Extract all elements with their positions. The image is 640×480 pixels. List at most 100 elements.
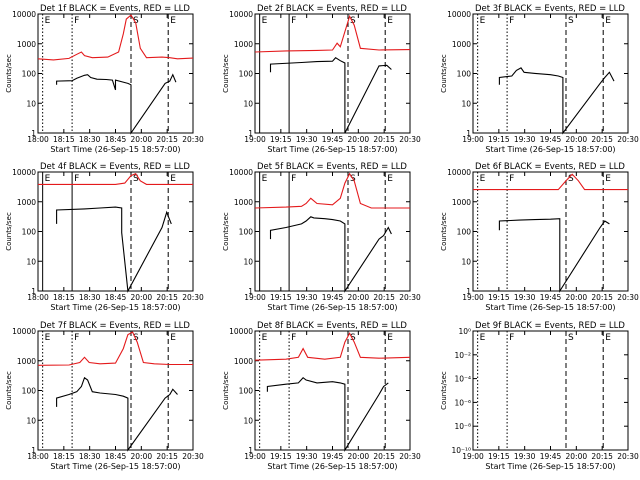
series-line-events — [56, 376, 178, 452]
phase-marker-label: F — [509, 16, 514, 26]
x-tick-label: 19:30 — [514, 452, 536, 461]
x-tick-label: 18:30 — [79, 135, 101, 144]
phase-marker-label: S — [133, 174, 139, 184]
y-tick-label: 10⁻² — [454, 351, 471, 360]
phase-marker-label: E — [387, 333, 393, 343]
x-axis-label: Start Time (26-Sep-15 18:57:00) — [485, 145, 615, 154]
series-line-events — [56, 206, 172, 293]
panel-title: Det 1f BLACK = Events, RED = LLD — [40, 4, 190, 14]
x-tick-label: 18:15 — [53, 135, 75, 144]
x-axis-label: Start Time (26-Sep-15 18:57:00) — [50, 145, 180, 154]
panel-title: Det 8f BLACK = Events, RED = LLD — [257, 321, 407, 331]
y-tick-label: 100 — [239, 70, 254, 79]
panel-det-6: Det 6f BLACK = Events, RED = LLD 1 10 100 10… — [440, 162, 639, 312]
plot-frame — [37, 171, 194, 292]
phase-marker-label: F — [509, 333, 514, 343]
panel-det-8: Det 8f BLACK = Events, RED = LLD 1 10 100 10… — [222, 321, 421, 471]
phase-marker-label: S — [133, 16, 139, 26]
series-line-lld — [37, 331, 193, 366]
phase-marker-label: E — [45, 333, 51, 343]
x-tick-label: 20:15 — [156, 135, 178, 144]
y-tick-label: 10000 — [447, 168, 471, 177]
y-tick-label: 10000 — [229, 168, 253, 177]
series-line-events — [498, 218, 610, 293]
phase-marker-label: E — [387, 16, 393, 26]
panel-title: Det 6f BLACK = Events, RED = LLD — [475, 162, 625, 172]
y-axis-label: Counts/sec — [222, 212, 230, 251]
y-tick-label: 100 — [457, 228, 472, 237]
y-tick-label: 10 — [26, 99, 36, 108]
x-axis-label: Start Time (26-Sep-15 18:57:00) — [267, 303, 397, 312]
y-tick-label: 10⁻⁶ — [454, 398, 471, 407]
y-axis-label: Counts/sec — [440, 212, 448, 251]
x-tick-label: 19:45 — [540, 293, 562, 302]
phase-marker-label: F — [291, 174, 296, 184]
x-tick-label: 20:00 — [348, 293, 370, 302]
x-tick-label: 20:30 — [617, 452, 639, 461]
y-axis-label: Counts/sec — [5, 212, 13, 251]
panel-det-2: Det 2f BLACK = Events, RED = LLD 1 10 100 10… — [222, 4, 421, 154]
phase-marker-label: F — [74, 333, 79, 343]
x-tick-label: 19:00 — [462, 452, 484, 461]
x-tick-label: 19:45 — [540, 452, 562, 461]
y-tick-label: 1 — [248, 287, 253, 296]
x-tick-label: 19:45 — [322, 452, 344, 461]
y-tick-label: 1 — [466, 129, 471, 138]
y-tick-label: 1000 — [17, 40, 36, 49]
x-tick-label: 20:00 — [566, 293, 588, 302]
phase-marker-label: E — [387, 174, 393, 184]
y-tick-label: 1 — [31, 287, 36, 296]
y-tick-label: 1000 — [234, 198, 253, 207]
x-tick-label: 20:15 — [591, 135, 613, 144]
phase-marker-label: F — [509, 174, 514, 184]
y-tick-label: 10 — [461, 257, 471, 266]
y-tick-label: 10⁻⁸ — [454, 422, 471, 431]
phase-marker-label: E — [170, 16, 176, 26]
y-axis-label: Counts/sec — [222, 371, 230, 410]
x-tick-label: 18:00 — [27, 293, 49, 302]
x-tick-label: 20:15 — [591, 293, 613, 302]
x-tick-label: 20:00 — [131, 293, 153, 302]
y-tick-label: 100 — [457, 70, 472, 79]
y-tick-label: 1 — [248, 129, 253, 138]
panel-det-7: Det 7f BLACK = Events, RED = LLD 1 10 100 10… — [5, 321, 204, 471]
phase-marker-label: S — [568, 174, 574, 184]
phase-marker-label: E — [605, 16, 611, 26]
phase-marker-label: E — [45, 16, 51, 26]
y-tick-label: 1 — [31, 129, 36, 138]
x-tick-label: 19:45 — [322, 293, 344, 302]
x-tick-label: 20:30 — [182, 135, 204, 144]
phase-marker-label: E — [480, 333, 486, 343]
x-tick-label: 18:15 — [53, 452, 75, 461]
x-tick-label: 20:30 — [399, 293, 421, 302]
series-line-events — [266, 376, 389, 452]
panel-title: Det 4f BLACK = Events, RED = LLD — [40, 162, 190, 172]
phase-marker-label: E — [480, 16, 486, 26]
y-tick-label: 10 — [243, 99, 253, 108]
x-tick-label: 19:15 — [270, 452, 292, 461]
x-tick-label: 20:00 — [131, 135, 153, 144]
x-tick-label: 19:30 — [514, 293, 536, 302]
phase-marker-label: E — [170, 174, 176, 184]
y-tick-label: 10000 — [229, 10, 253, 19]
plot-frame — [37, 330, 194, 451]
y-tick-label: 1000 — [234, 357, 253, 366]
y-tick-label: 10000 — [12, 327, 36, 336]
phase-marker-label: F — [74, 16, 79, 26]
x-tick-label: 18:00 — [27, 452, 49, 461]
panel-det-1: Det 1f BLACK = Events, RED = LLD 1 10 100 10… — [5, 4, 204, 154]
x-tick-label: 20:15 — [156, 293, 178, 302]
x-tick-label: 19:15 — [488, 293, 510, 302]
y-axis-label: Counts/sec — [5, 54, 13, 93]
panel-det-9: Det 9f BLACK = Events, RED = LLD 10⁻¹⁰ 10⁻… — [440, 321, 639, 471]
phase-marker-label: E — [262, 16, 268, 26]
y-tick-label: 10 — [461, 99, 471, 108]
x-tick-label: 18:45 — [105, 452, 127, 461]
series-line-lld — [37, 14, 194, 61]
series-line-events — [498, 67, 615, 135]
plot-frame — [37, 13, 194, 134]
x-tick-label: 20:30 — [182, 452, 204, 461]
panel-title: Det 5f BLACK = Events, RED = LLD — [257, 162, 407, 172]
x-tick-label: 20:15 — [591, 452, 613, 461]
